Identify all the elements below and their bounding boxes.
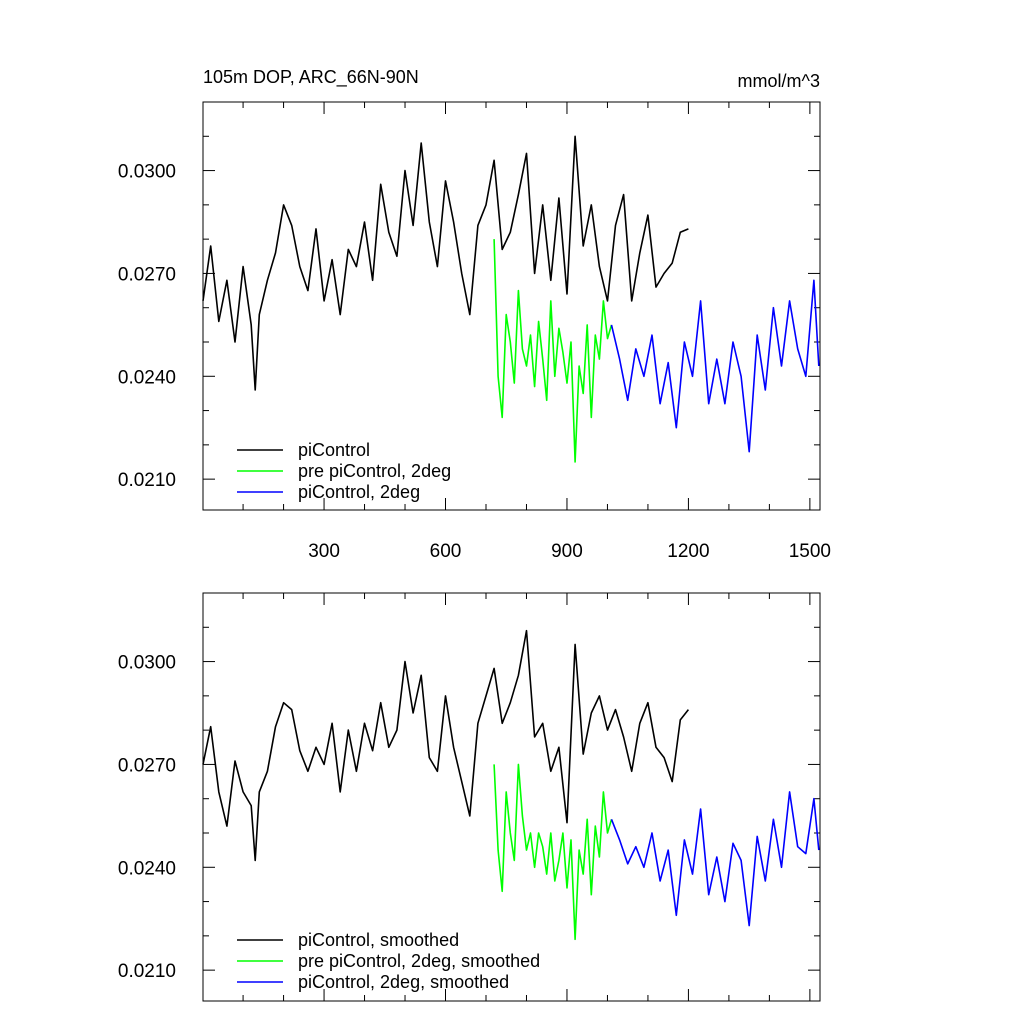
y-tick-label: 0.0210 bbox=[118, 470, 176, 491]
top-panel: 105m DOP, ARC_66N-90N mmol/m^3 0.02100.0… bbox=[118, 67, 831, 562]
x-tick-label: 1200 bbox=[667, 541, 709, 562]
legend-label: piControl bbox=[298, 440, 370, 460]
axes-top: 0.0210 0.0240 0.0270 0.0300 300 600 900 1200 150… bbox=[118, 101, 831, 562]
chart-title: 105m DOP, ARC_66N-90N bbox=[203, 67, 419, 88]
y-tick-label: 0.0270 bbox=[118, 755, 176, 776]
legend-label: piControl, 2deg bbox=[298, 482, 420, 502]
x-tick-label: 1500 bbox=[789, 541, 831, 562]
y-tick-label: 0.0210 bbox=[118, 961, 176, 982]
series-line-0 bbox=[202, 135, 689, 391]
legend-label: piControl, 2deg, smoothed bbox=[298, 972, 509, 992]
legend-label: pre piControl, 2deg, smoothed bbox=[298, 951, 540, 971]
axes-bottom: 0.0210 0.0240 0.0270 0.0300 bbox=[118, 592, 820, 1001]
y-tick-label: 0.0270 bbox=[118, 264, 176, 285]
series-line-1 bbox=[493, 763, 613, 941]
x-tick-label: 900 bbox=[551, 541, 583, 562]
legend-label: piControl, smoothed bbox=[298, 930, 459, 950]
series-line-0 bbox=[202, 629, 690, 862]
y-tick-label: 0.0240 bbox=[118, 858, 176, 879]
series-bottom bbox=[202, 629, 820, 941]
plot-frame-top bbox=[202, 101, 821, 511]
bottom-panel: 0.0210 0.0240 0.0270 0.0300 piControl, smoo… bbox=[118, 592, 821, 1002]
legend-label: pre piControl, 2deg bbox=[298, 461, 451, 481]
series-line-2 bbox=[610, 791, 820, 927]
y-tick-label: 0.0300 bbox=[118, 653, 176, 674]
series-top bbox=[202, 135, 820, 463]
units-label: mmol/m^3 bbox=[738, 71, 820, 91]
series-line-1 bbox=[493, 239, 613, 463]
series-line-2 bbox=[610, 279, 820, 453]
y-tick-label: 0.0300 bbox=[118, 162, 176, 183]
plot-frame-bottom bbox=[202, 592, 821, 1002]
x-tick-label: 600 bbox=[430, 541, 462, 562]
y-tick-label: 0.0240 bbox=[118, 367, 176, 388]
x-tick-label: 300 bbox=[308, 541, 340, 562]
